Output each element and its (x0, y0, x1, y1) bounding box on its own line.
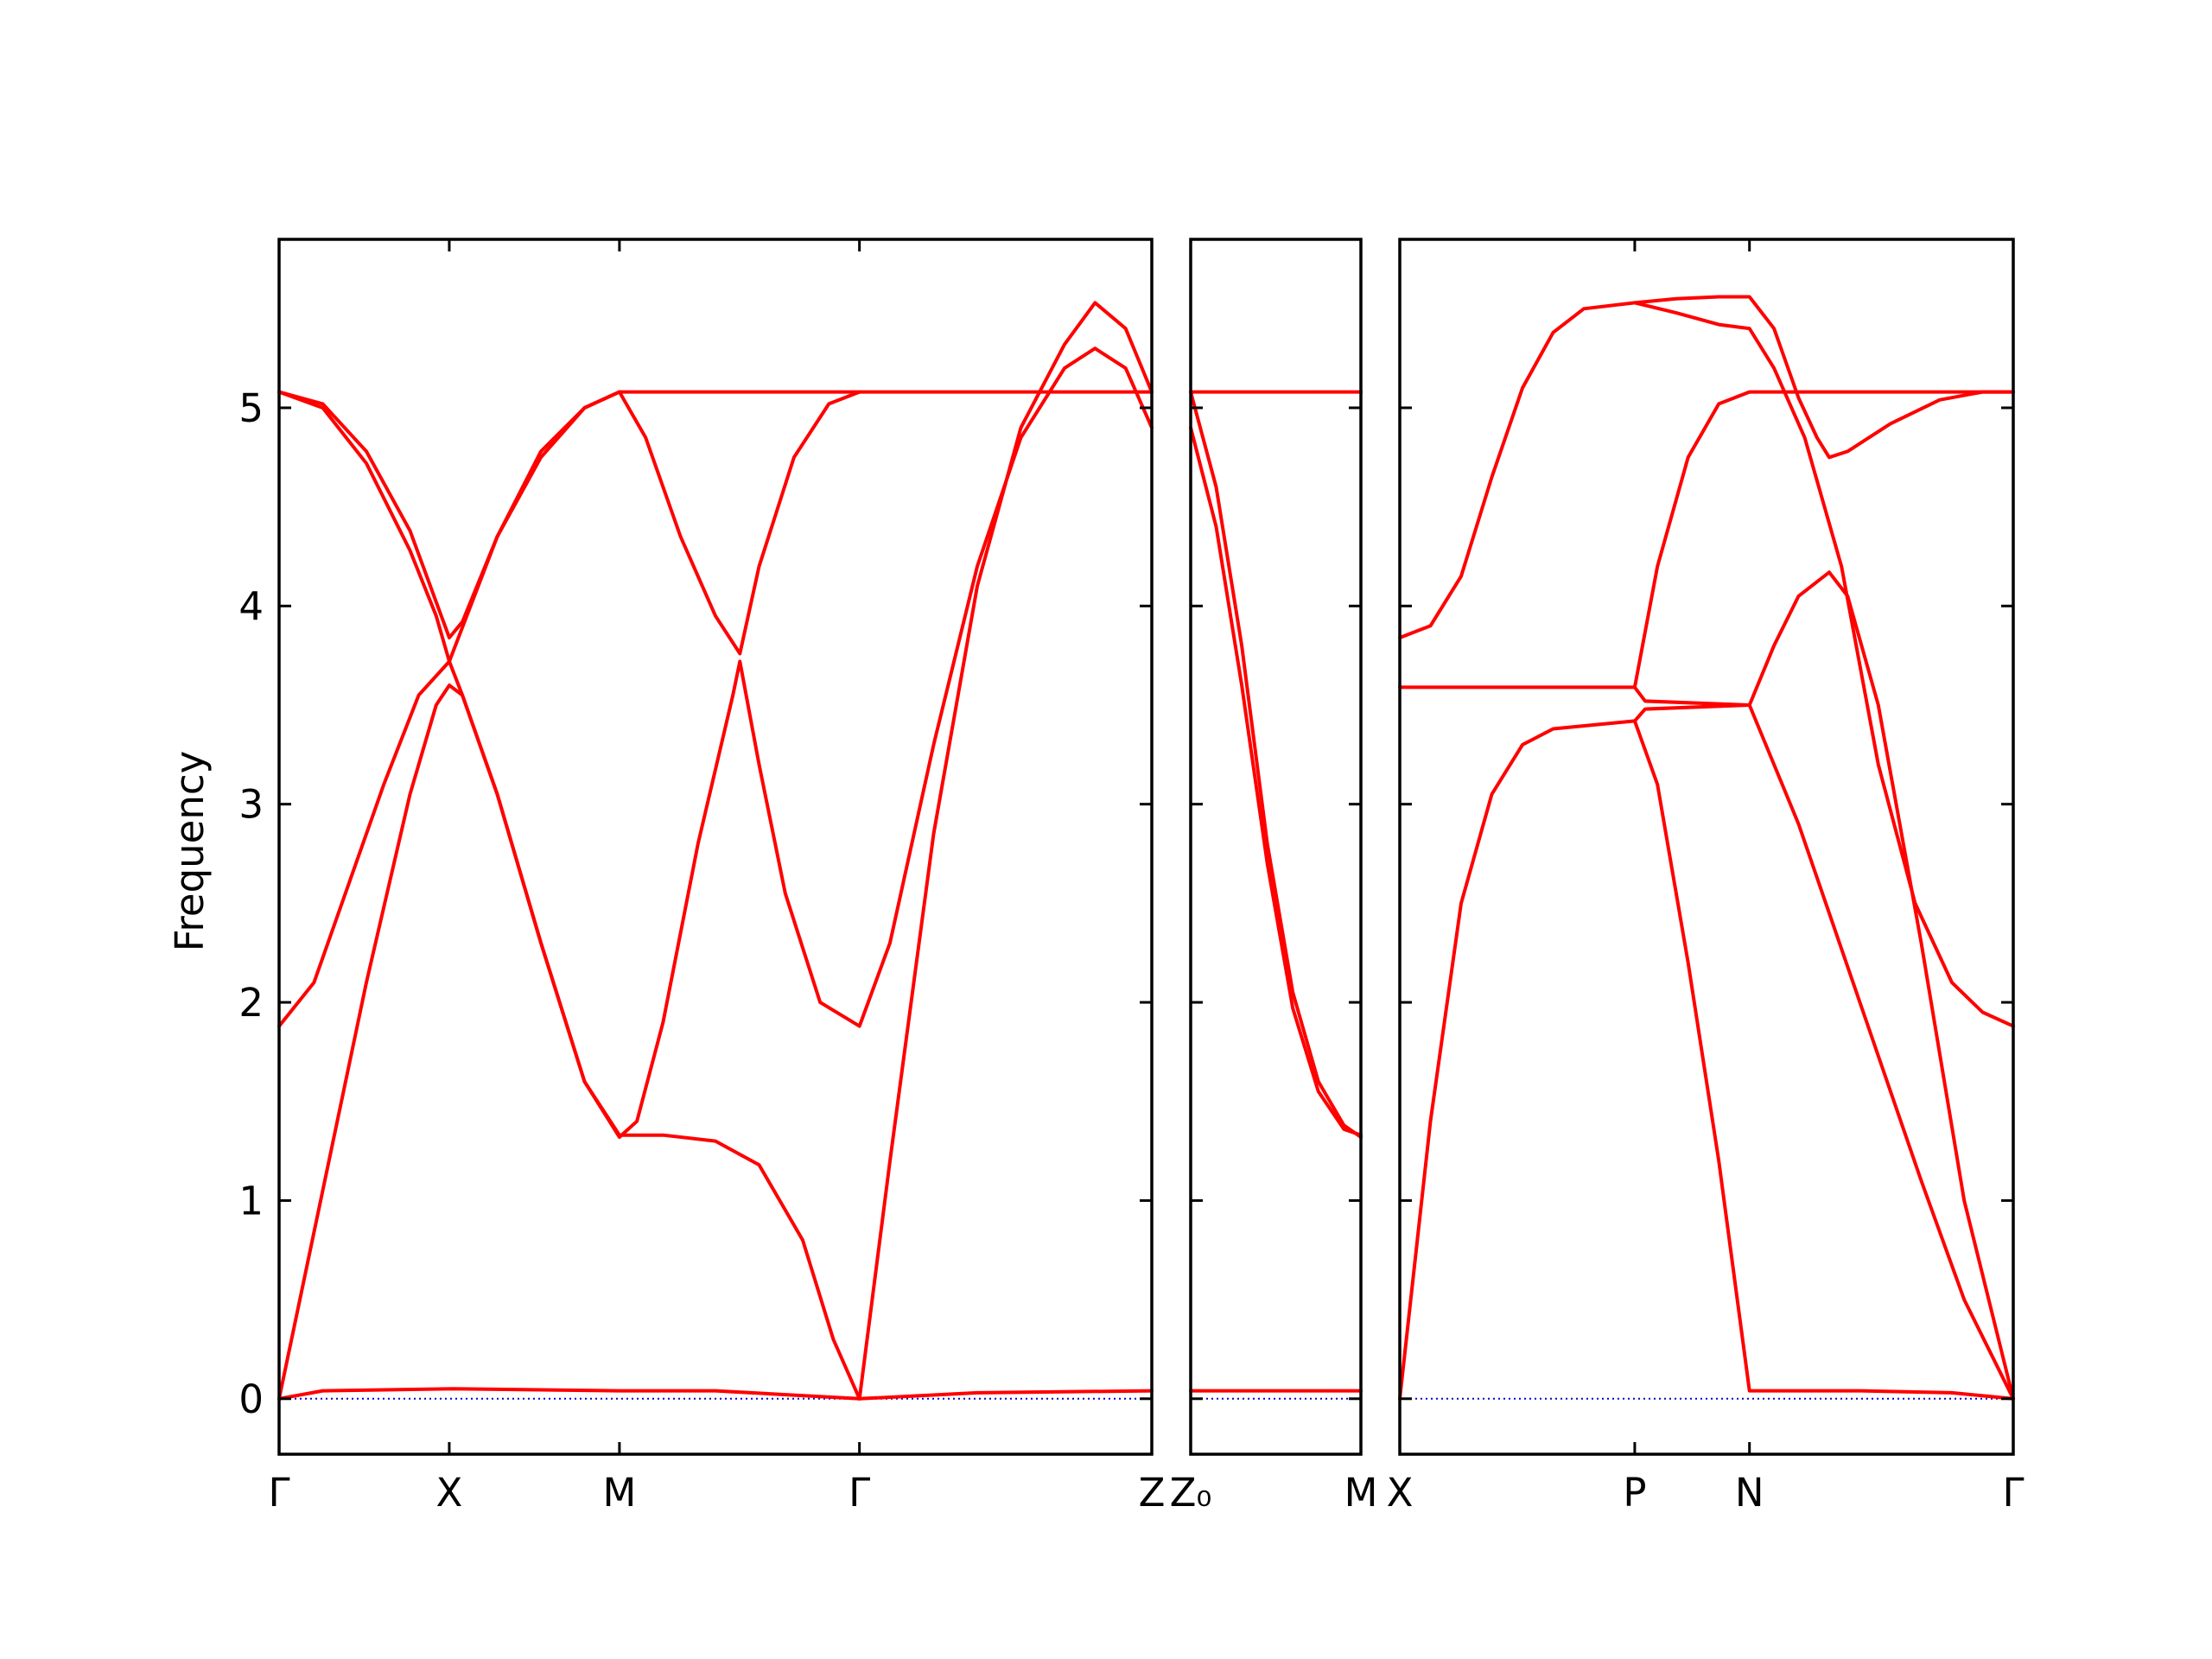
x-tick-label: X (436, 1470, 463, 1516)
band-line-3 (277, 390, 1154, 1028)
band-line-5 (1398, 703, 1751, 1401)
y-tick-label: 4 (238, 583, 264, 629)
band-line-3 (1398, 685, 1751, 707)
y-tick-label: 5 (238, 385, 264, 431)
x-tick-label: Γ (268, 1470, 289, 1516)
x-tick-label: P (1623, 1470, 1646, 1516)
x-tick-label: X (1387, 1470, 1414, 1516)
panel-frame (1398, 238, 2015, 1456)
panel-1: Γ X M Γ Z 0 1 2 3 4 5 (238, 238, 1166, 1516)
band-line-3 (1189, 425, 1363, 1137)
band-line-6 (277, 1387, 1154, 1401)
y-tick-label: 2 (238, 980, 264, 1026)
band-line-1 (277, 346, 1154, 1139)
panel-frame (1189, 238, 1363, 1456)
band-line-2 (1632, 295, 2015, 460)
x-tick-label: Z₀ (1170, 1470, 1212, 1516)
panel-frame (277, 238, 1154, 1456)
band-line-6 (1747, 570, 2015, 1401)
band-line-7 (1747, 703, 2015, 1401)
band-line-2 (1189, 390, 1363, 1139)
x-tick-label: Z (1139, 1470, 1166, 1516)
y-tick-label: 0 (238, 1376, 264, 1422)
x-tick-label: Γ (849, 1470, 870, 1516)
y-axis-label: Frequency (167, 751, 213, 951)
band-line-2 (277, 390, 861, 656)
y-tick-label: 1 (238, 1178, 264, 1224)
band-line-4 (277, 683, 861, 1401)
band-line-8 (1632, 719, 2015, 1401)
x-tick-label: M (1344, 1470, 1378, 1516)
band-line-4 (1632, 390, 2015, 690)
band-line-1 (1398, 301, 2015, 1028)
x-tick-label: N (1735, 1470, 1764, 1516)
x-tick-label: Γ (2002, 1470, 2024, 1516)
panel-2: Z₀ M (1170, 238, 1378, 1516)
band-line-5 (857, 301, 1154, 1401)
x-tick-label: M (602, 1470, 636, 1516)
y-tick-label: 3 (238, 782, 264, 828)
